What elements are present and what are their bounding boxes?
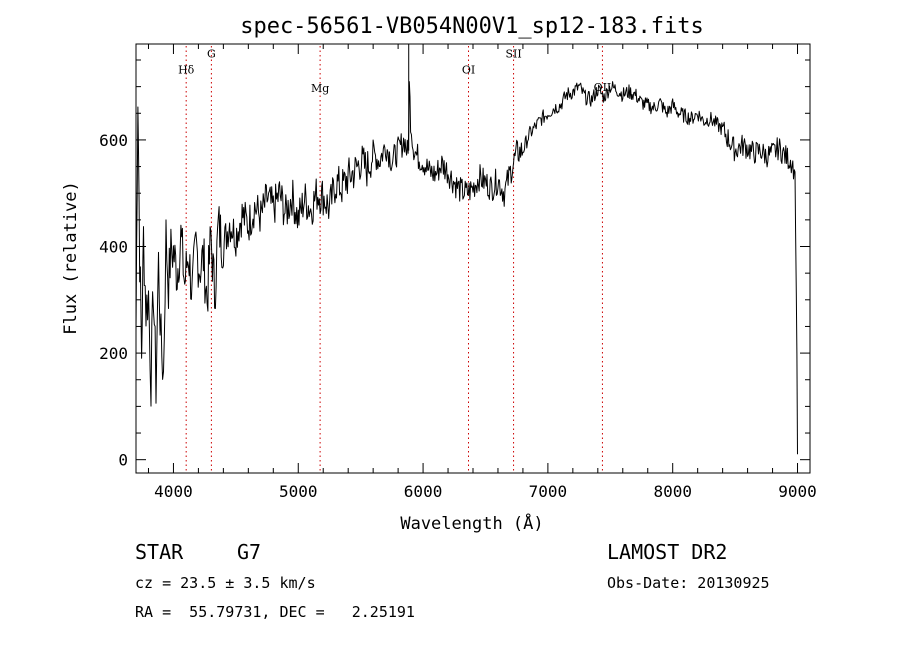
y-tick-label: 0 [118, 451, 128, 470]
chart-title: spec-56561-VB054N00V1_sp12-183.fits [240, 14, 704, 39]
x-tick-label: 7000 [529, 482, 568, 501]
spectral-line-label: G [207, 47, 216, 60]
x-tick-label: 8000 [653, 482, 692, 501]
y-tick-label: 400 [99, 238, 128, 257]
x-tick-label: 5000 [279, 482, 318, 501]
x-tick-label: 6000 [404, 482, 443, 501]
y-tick-label: 600 [99, 131, 128, 150]
x-axis: 4000 5000 6000 7000 8000 9000 [147, 44, 817, 501]
object-class: STAR [135, 540, 184, 564]
y-tick-label: 200 [99, 344, 128, 363]
spectral-line-label: Hδ [178, 63, 195, 76]
survey-label: LAMOST DR2 [607, 540, 728, 564]
object-subclass: G7 [237, 540, 262, 564]
spectrum-series [135, 44, 798, 455]
x-tick-label: 9000 [778, 482, 817, 501]
y-axis-label: Flux (relative) [61, 181, 81, 335]
plot-frame [135, 43, 811, 474]
coordinates-readout: RA = 55.79731, DEC = 2.25191 [135, 603, 415, 621]
redshift-readout: cz = 23.5 ± 3.5 km/s [135, 574, 316, 592]
x-tick-label: 4000 [154, 482, 193, 501]
obs-date-readout: Obs-Date: 20130925 [607, 574, 770, 592]
spectrum-line [135, 81, 798, 455]
spectral-line-label: SII [505, 47, 521, 60]
spectral-line-label: OI [462, 63, 475, 76]
y-axis: 0 200 400 600 [99, 59, 810, 470]
spectral-line-label: Mg [311, 82, 329, 95]
x-axis-label: Wavelength (Å) [400, 512, 543, 534]
